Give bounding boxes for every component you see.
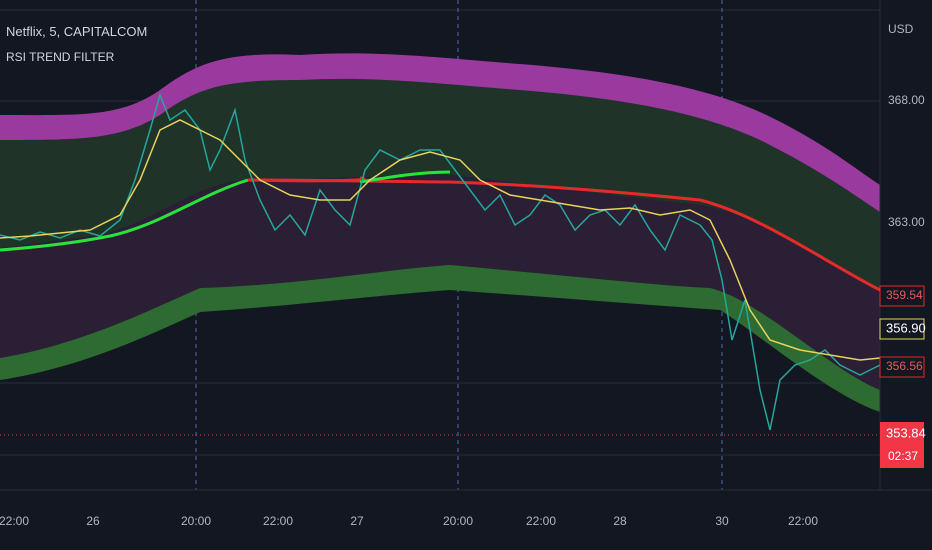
countdown: 02:37 [888,449,918,463]
price-path [0,92,881,431]
symbol-title: Netflix, 5, CAPITALCOM [6,24,148,39]
signal-line [0,119,881,361]
badge-box [879,318,925,340]
last-price-box [880,422,924,468]
time-label: 22:00 [263,514,293,528]
trend-line-up [0,178,249,252]
upper-band-badge: 359.54 [886,288,923,302]
price-label: 368.00 [888,93,925,107]
time-label: 20:00 [181,514,211,528]
lower-zone [0,175,880,395]
time-label: 22:00 [0,514,29,528]
badge-box [879,285,925,307]
time-axis: 22:00 26 20:00 22:00 27 20:00 22:00 28 30 22:00 [0,514,818,528]
currency: USD [888,22,914,36]
time-label: 22:00 [526,514,556,528]
time-label: 27 [350,514,364,528]
time-label: 28 [613,514,627,528]
time-label: 26 [86,514,100,528]
upper-zone [0,76,880,290]
time-label: 30 [715,514,729,528]
last-price-badge: 353.84 [886,425,926,440]
upper-band [0,53,880,213]
lower-band [0,265,880,412]
indicator-name: RSI TREND FILTER [6,50,115,64]
time-label: 20:00 [443,514,473,528]
trend-badge: 356.90 [886,320,926,335]
lower-band-badge: 356.56 [886,359,923,373]
price-label: 363.00 [888,215,925,229]
time-label: 22:00 [788,514,818,528]
badge-box [879,356,925,378]
